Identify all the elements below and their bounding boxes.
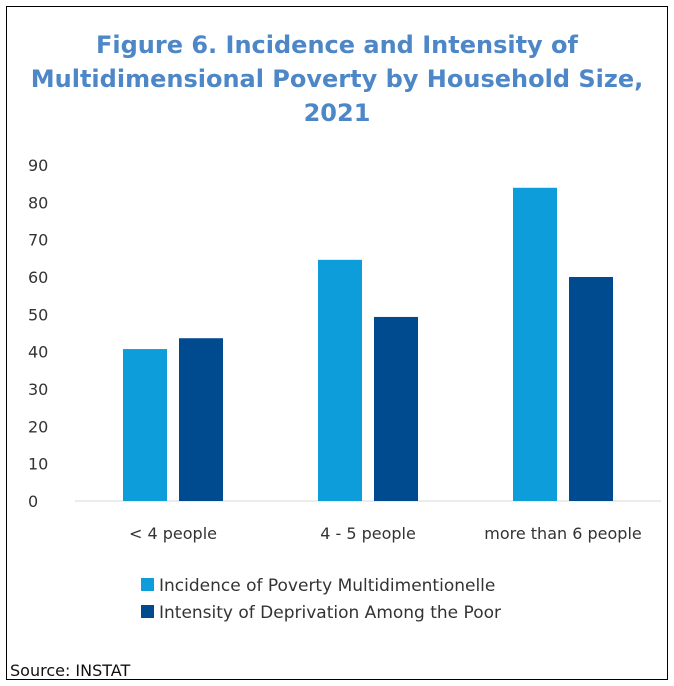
x-axis: < 4 people 4 - 5 people more than 6 people [129,524,642,543]
y-tick-label: 70 [28,231,48,250]
bar-incidence [123,349,167,501]
source-note: Source: INSTAT [10,661,131,680]
y-tick-label: 90 [28,156,48,175]
legend: Incidence of Poverty Multidimentionelle I… [141,576,501,623]
x-tick-label: 4 - 5 people [320,524,416,543]
y-tick-label: 10 [28,455,48,474]
legend-swatch [141,605,154,618]
legend-label: Intensity of Deprivation Among the Poor [159,603,501,623]
x-tick-label: < 4 people [129,524,217,543]
legend-swatch [141,578,154,591]
bar-incidence [513,187,557,502]
bar-intensity [374,316,418,501]
bar-intensity [179,338,223,501]
y-tick-label: 30 [28,380,48,399]
x-tick-label: more than 6 people [484,524,641,543]
bars [123,187,613,502]
y-tick-label: 0 [28,492,38,511]
legend-label: Incidence of Poverty Multidimentionelle [159,576,495,596]
y-tick-label: 80 [28,193,48,212]
bar-intensity [569,277,613,501]
chart-frame [6,6,668,680]
y-tick-label: 50 [28,305,48,324]
bar-incidence [318,259,362,501]
y-tick-label: 20 [28,417,48,436]
y-tick-label: 60 [28,268,48,287]
chart-title: Figure 6. Incidence and Intensity of Mul… [30,31,644,127]
y-tick-label: 40 [28,343,48,362]
y-axis: 0 10 20 30 40 50 60 70 80 90 [28,156,48,511]
